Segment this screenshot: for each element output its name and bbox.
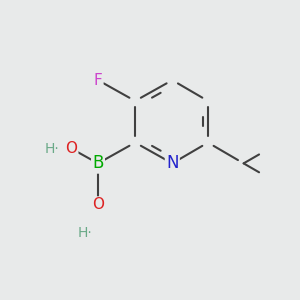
Text: O: O [65,141,77,156]
Text: O: O [92,197,104,212]
Text: H·: H· [44,142,59,155]
Text: B: B [92,154,104,172]
Text: N: N [166,154,178,172]
Text: F: F [94,73,102,88]
Text: H·: H· [77,226,92,240]
